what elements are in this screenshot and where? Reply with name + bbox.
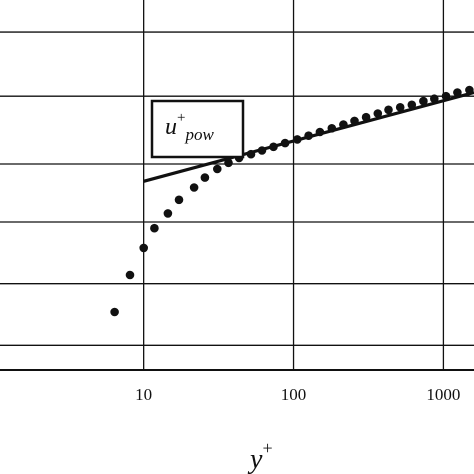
data-point — [125, 270, 135, 280]
series-layer — [110, 85, 474, 317]
data-point — [200, 173, 210, 182]
x-tick-labels: 10 100 1000 — [135, 385, 460, 404]
data-point — [395, 103, 405, 112]
legend-sup: + — [177, 110, 185, 126]
x-tick-label: 10 — [135, 385, 152, 404]
legend-sub: pow — [184, 125, 214, 144]
data-point — [224, 158, 233, 168]
data-point — [419, 96, 428, 106]
data-point — [339, 120, 348, 129]
data-point — [430, 94, 439, 103]
data-point — [350, 116, 359, 126]
data-point — [110, 307, 119, 317]
data-point — [163, 209, 173, 218]
data-point — [280, 138, 290, 148]
x-tick-label: 1000 — [426, 385, 460, 404]
data-point — [150, 223, 159, 233]
legend: u+pow — [150, 99, 245, 159]
x-axis-title: y+ — [247, 438, 273, 474]
data-point — [315, 127, 325, 137]
legend-main: u — [165, 114, 177, 140]
data-point — [304, 131, 313, 140]
x-axis-title-main: y — [247, 444, 263, 474]
data-point — [246, 149, 256, 159]
data-point — [373, 109, 383, 118]
data-point — [441, 91, 451, 101]
x-axis-title-sup: + — [262, 438, 272, 458]
legend-label: u+pow — [165, 110, 214, 144]
data-point — [139, 243, 148, 253]
data-point — [213, 164, 222, 174]
data-point — [361, 112, 371, 122]
data-point — [465, 85, 474, 95]
x-tick-label: 100 — [281, 385, 307, 404]
data-point — [407, 100, 417, 110]
data-point — [327, 124, 337, 133]
data-point — [189, 183, 199, 192]
data-point — [257, 146, 267, 155]
data-point — [453, 88, 462, 97]
horizontal-gridlines — [0, 31, 474, 346]
legend-box — [150, 99, 245, 159]
vertical-gridlines — [143, 0, 445, 370]
data-point — [384, 105, 393, 115]
data-point — [269, 142, 278, 152]
data-point — [293, 135, 302, 144]
data-point — [174, 195, 184, 205]
